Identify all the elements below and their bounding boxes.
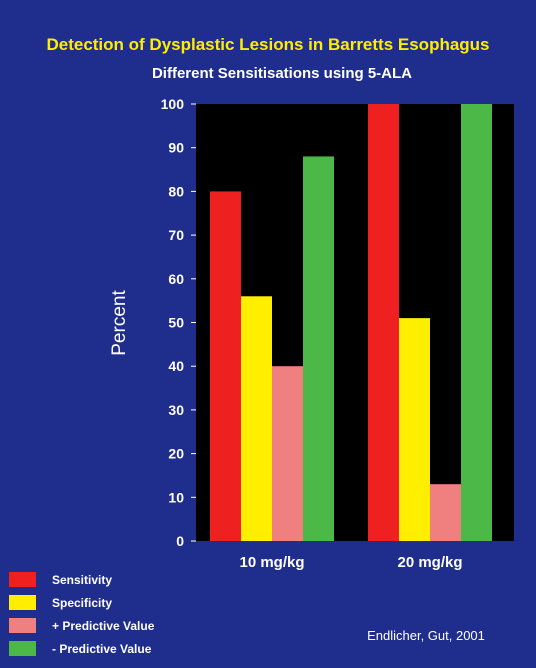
y-axis-label: Percent [109, 290, 130, 356]
y-tick-label: 70 [168, 227, 184, 243]
chart-subtitle: Different Sensitisations using 5-ALA [152, 65, 412, 82]
bar-specificity-2 [399, 318, 430, 541]
y-tick-label: 60 [168, 271, 184, 287]
bar-predictive-value-1 [303, 156, 334, 541]
legend-swatch [9, 618, 36, 633]
y-tick-label: 30 [168, 402, 184, 418]
bars-layer [210, 104, 492, 541]
x-axis-ticks: 10 mg/kg 20 mg/kg [239, 554, 462, 571]
bar-specificity-1 [241, 296, 272, 541]
y-tick-label: 50 [168, 315, 184, 331]
y-tick-label: 10 [168, 489, 184, 505]
bar-predictive-value-1 [272, 366, 303, 541]
bar-sensitivity-1 [210, 191, 241, 541]
legend-label: - Predictive Value [52, 642, 152, 656]
y-tick-label: 20 [168, 446, 184, 462]
y-axis-ticks: 0 10 20 30 40 50 60 70 80 90 100 [161, 96, 196, 549]
bar-predictive-value-2 [461, 104, 492, 541]
y-tick-label: 40 [168, 358, 184, 374]
legend-label: Sensitivity [52, 573, 112, 587]
legend-swatch [9, 641, 36, 656]
legend-label: Specificity [52, 596, 112, 610]
x-tick-label: 20 mg/kg [397, 554, 462, 571]
y-tick-label: 100 [161, 96, 185, 112]
y-tick-label: 90 [168, 140, 184, 156]
source-annotation: Endlicher, Gut, 2001 [367, 628, 485, 643]
x-tick-label: 10 mg/kg [239, 554, 304, 571]
legend-swatch [9, 595, 36, 610]
y-tick-label: 0 [176, 533, 184, 549]
bar-predictive-value-2 [430, 484, 461, 541]
legend: Sensitivity Specificity + Predictive Value… [9, 572, 155, 656]
legend-label: + Predictive Value [52, 619, 155, 633]
y-tick-label: 80 [168, 183, 184, 199]
bar-sensitivity-2 [368, 104, 399, 541]
chart-title: Detection of Dysplastic Lesions in Barre… [46, 35, 489, 54]
legend-swatch [9, 572, 36, 587]
